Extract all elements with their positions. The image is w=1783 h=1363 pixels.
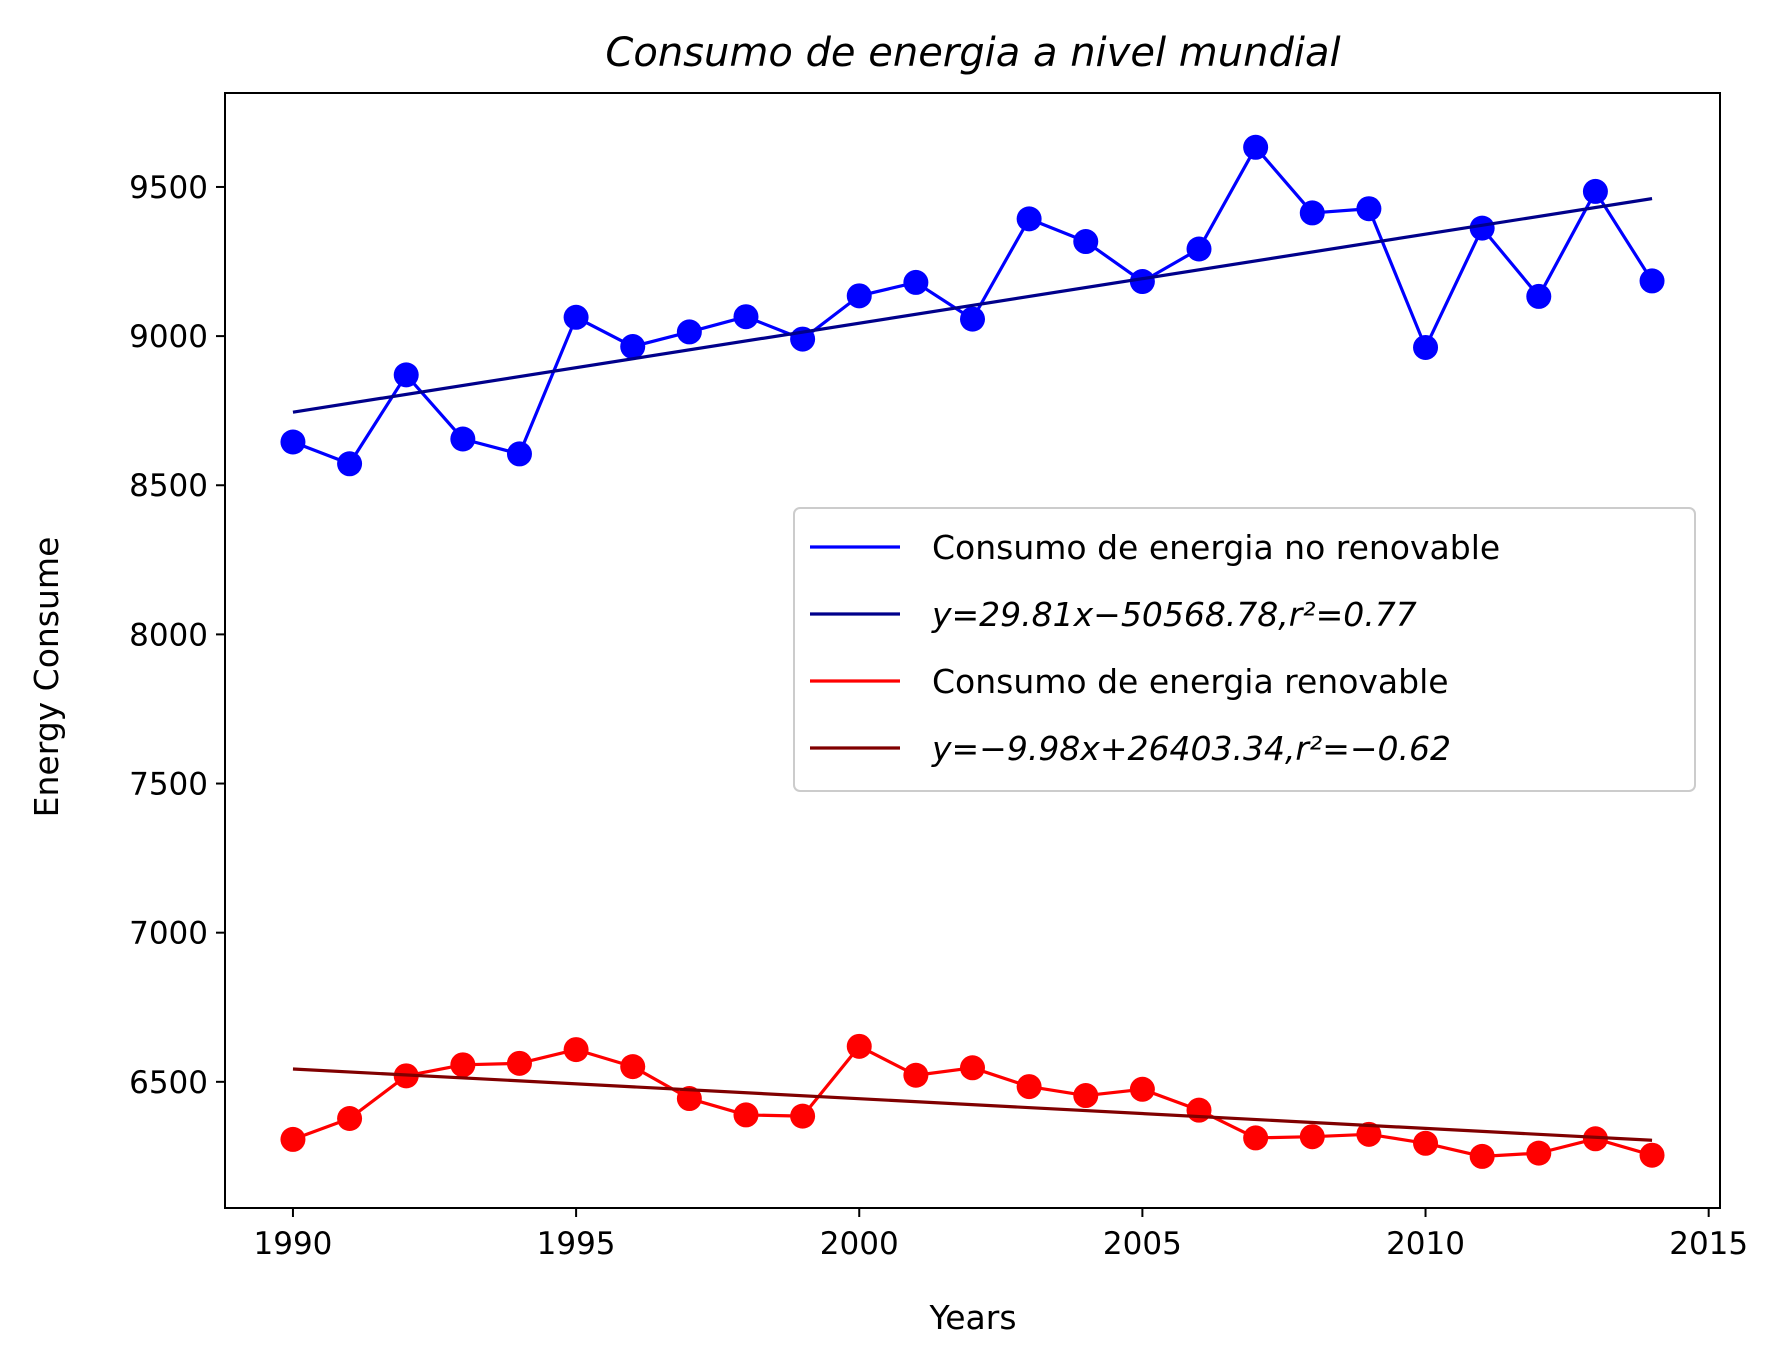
data-point-0-4 <box>506 441 532 467</box>
data-point-0-0 <box>280 429 306 455</box>
legend-box <box>793 507 1696 792</box>
y-tick-label-3: 8000 <box>129 617 208 653</box>
data-point-0-10 <box>846 283 872 309</box>
data-point-1-20 <box>1413 1130 1439 1156</box>
data-point-1-5 <box>563 1037 589 1063</box>
data-point-1-6 <box>620 1054 646 1080</box>
data-point-1-9 <box>790 1103 816 1129</box>
data-point-0-24 <box>1639 268 1665 294</box>
legend-label-2: Consumo de energia renovable <box>932 662 1449 701</box>
plot-frame <box>224 92 1721 1209</box>
data-point-1-14 <box>1073 1083 1099 1109</box>
data-point-0-12 <box>960 306 985 332</box>
data-point-1-22 <box>1526 1140 1552 1166</box>
data-point-0-2 <box>393 362 419 388</box>
data-point-1-10 <box>846 1033 872 1059</box>
data-point-0-8 <box>733 304 759 330</box>
data-point-0-1 <box>337 451 363 477</box>
data-point-1-18 <box>1299 1124 1325 1150</box>
data-point-0-16 <box>1186 236 1212 262</box>
data-point-1-17 <box>1243 1125 1269 1151</box>
data-point-0-23 <box>1582 178 1608 204</box>
data-point-1-24 <box>1639 1142 1665 1168</box>
data-point-1-8 <box>733 1102 759 1128</box>
plot-area <box>280 134 1665 1169</box>
data-point-0-18 <box>1299 200 1325 226</box>
data-point-0-13 <box>1016 206 1042 232</box>
data-point-0-5 <box>563 304 589 330</box>
data-point-1-7 <box>676 1086 702 1112</box>
x-tick-label-4: 2010 <box>1386 1226 1465 1262</box>
y-tick-label-0: 6500 <box>129 1065 208 1101</box>
legend-label-0: Consumo de energia no renovable <box>932 528 1500 567</box>
x-tick-label-5: 2015 <box>1669 1226 1748 1262</box>
data-point-0-11 <box>903 269 929 295</box>
x-axis-label: Years <box>928 1298 1016 1337</box>
trend-line-1 <box>292 1067 1653 1142</box>
data-point-0-7 <box>676 319 702 345</box>
data-point-1-19 <box>1356 1121 1382 1147</box>
chart-title: Consumo de energia a nivel mundial <box>605 30 1340 76</box>
x-tick-label-2: 2000 <box>820 1226 899 1262</box>
y-tick-label-1: 7000 <box>129 916 208 952</box>
legend: Consumo de energia no renovable y=29.81x−… <box>793 507 1696 792</box>
data-point-1-13 <box>1016 1074 1042 1100</box>
y-tick-label-2: 7500 <box>129 767 208 803</box>
data-point-0-21 <box>1469 215 1495 241</box>
data-point-0-3 <box>450 426 476 452</box>
data-point-0-19 <box>1356 196 1382 222</box>
legend-label-3: y=−9.98x+26403.34,r²=−0.62 <box>931 729 1451 768</box>
y-tick-label-4: 8500 <box>129 468 208 504</box>
axes: 1990 1995 2000 2005 2010 2015 6500 7000 7500 8000… <box>129 92 1748 1262</box>
data-point-1-0 <box>280 1126 306 1152</box>
y-axis-label: Energy Consume <box>27 537 66 818</box>
data-point-1-15 <box>1129 1076 1155 1102</box>
data-point-0-22 <box>1526 283 1552 309</box>
y-tick-label-5: 9000 <box>129 319 208 355</box>
data-point-1-12 <box>960 1055 985 1081</box>
data-point-0-6 <box>620 334 646 360</box>
x-tick-label-0: 1990 <box>254 1226 333 1262</box>
data-point-1-1 <box>337 1106 363 1132</box>
trend-line-0 <box>292 197 1653 414</box>
data-point-1-16 <box>1186 1097 1212 1123</box>
data-point-1-11 <box>903 1062 929 1088</box>
x-tick-label-1: 1995 <box>537 1226 616 1262</box>
data-point-1-21 <box>1469 1143 1495 1169</box>
y-tick-label-6: 9500 <box>129 170 208 206</box>
x-tick-label-3: 2005 <box>1103 1226 1182 1262</box>
data-point-0-14 <box>1073 229 1099 255</box>
data-point-1-3 <box>450 1052 476 1078</box>
legend-label-1: y=29.81x−50568.78,r²=0.77 <box>931 595 1417 634</box>
data-point-1-4 <box>506 1050 532 1076</box>
data-point-0-15 <box>1129 269 1155 295</box>
data-point-0-17 <box>1243 134 1269 160</box>
data-point-0-20 <box>1413 334 1439 360</box>
